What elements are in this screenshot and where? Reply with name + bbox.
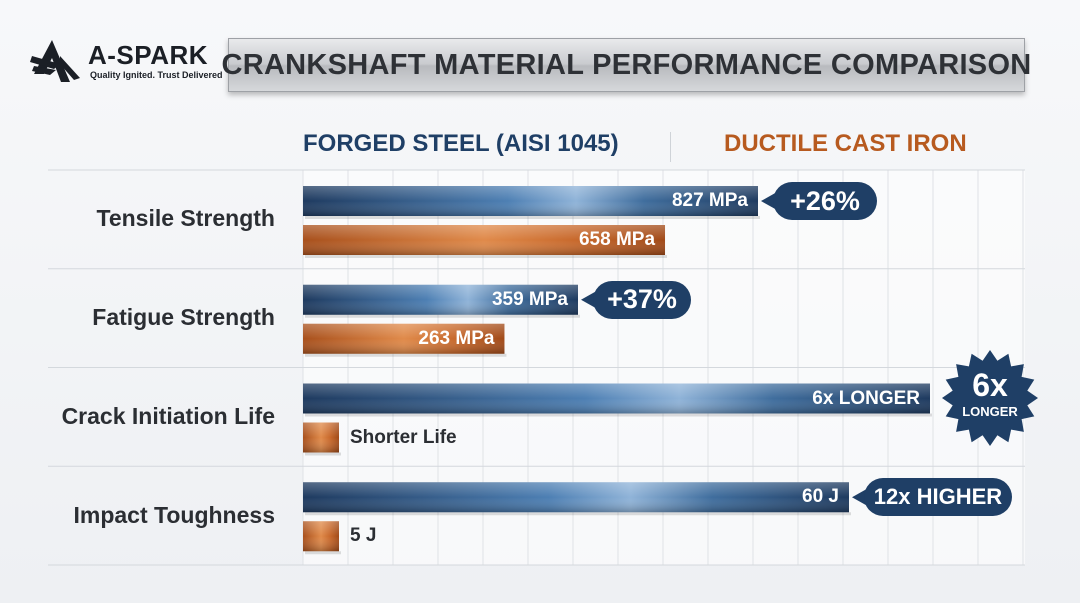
steel-value-label: 6x LONGER [812, 387, 920, 409]
brand-tagline: Quality Ignited. Trust Delivered [90, 70, 223, 80]
legend-divider [670, 132, 671, 162]
iron-bar-shadow [305, 452, 341, 456]
iron-bar-shade [303, 225, 666, 255]
steel-value-label: 60 J [802, 486, 839, 508]
steel-bar-shadow [305, 413, 932, 417]
steel-bar-shade [303, 284, 578, 315]
steel-value-label: 359 MPa [491, 288, 568, 310]
starburst-badge [942, 350, 1038, 446]
steel-bar-shadow [305, 216, 760, 219]
steel-bar-shadow [305, 512, 851, 516]
starburst-small-text: LONGER [962, 404, 1018, 419]
category-label: Fatigue Strength [92, 304, 275, 331]
improvement-badge: +26% [773, 182, 877, 220]
category-label: Tensile Strength [96, 205, 276, 232]
improvement-badge: +37% [593, 280, 691, 319]
steel-bar-shade [303, 186, 758, 216]
iron-value-label: 658 MPa [578, 229, 656, 250]
legend-iron: DUCTILE CAST IRON [724, 130, 967, 157]
steel-bar-shadow [305, 314, 580, 318]
iron-bar-shadow [305, 551, 341, 555]
page-title: CRANKSHAFT MATERIAL PERFORMANCE COMPARIS… [221, 48, 1032, 81]
category-label: Crack Initiation Life [61, 402, 275, 429]
title-plate: CRANKSHAFT MATERIAL PERFORMANCE COMPARIS… [221, 38, 1031, 92]
steel-bar-shade [303, 383, 930, 414]
iron-bar-shade [303, 521, 339, 552]
steel-bar-shade [303, 482, 849, 513]
iron-value-label: 263 MPa [418, 327, 495, 349]
iron-bar-shadow [305, 255, 668, 258]
legend-steel: FORGED STEEL (AISI 1045) [303, 130, 619, 157]
brand-name: A-SPARK [88, 40, 209, 70]
improvement-badge: 12x HIGHER [864, 478, 1012, 517]
iron-bar-shade [303, 422, 339, 453]
iron-bar-shadow [305, 353, 507, 357]
iron-bar-shade [303, 323, 505, 354]
steel-value-label: 827 MPa [671, 190, 748, 211]
iron-value-label: 5 J [350, 525, 377, 547]
starburst-big-text: 6x [972, 367, 1008, 403]
iron-value-label: Shorter Life [350, 426, 457, 448]
eagle-logo-icon [30, 40, 80, 82]
brand-logo: A-SPARK Quality Ignited. Trust Delivered [30, 38, 223, 88]
category-label: Impact Toughness [73, 501, 276, 528]
